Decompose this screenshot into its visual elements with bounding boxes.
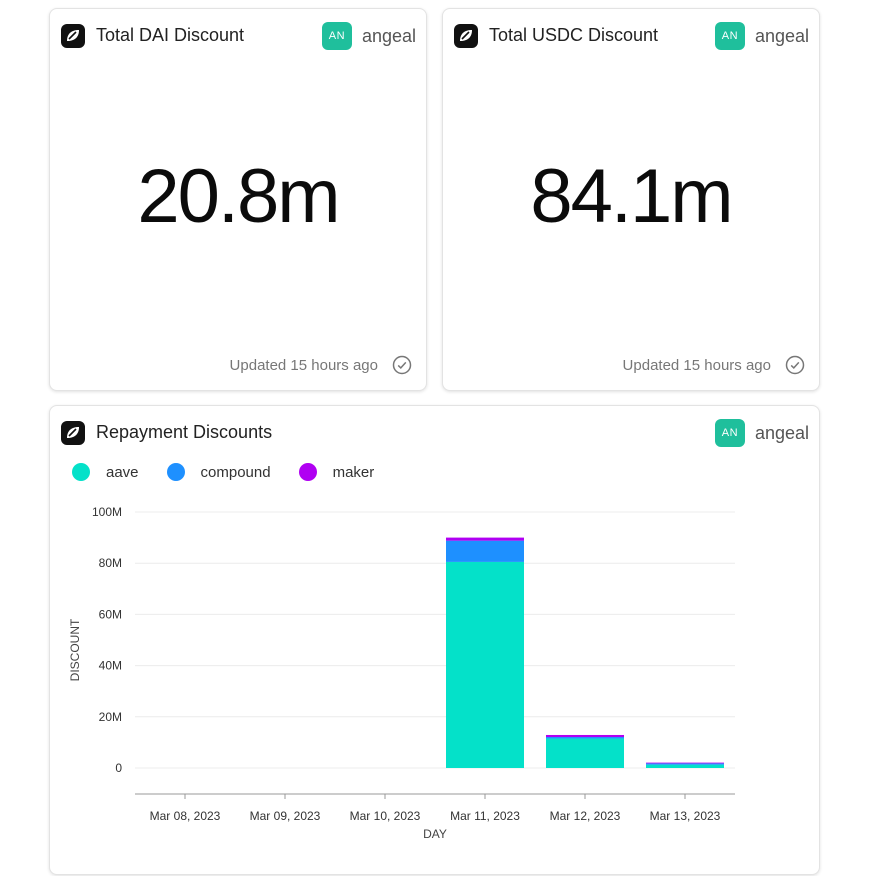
legend-label: aave <box>106 463 139 481</box>
bar-segment-compound[interactable] <box>646 763 724 765</box>
legend-item-maker[interactable]: maker <box>298 463 375 481</box>
bar-chart: 0 20M 40M 60M 80M 100M Mar 08, 2023 Mar 09, 202… <box>68 505 735 841</box>
legend-swatch <box>298 463 317 481</box>
check-circle-icon[interactable] <box>785 355 805 375</box>
x-tick-label: Mar 13, 2023 <box>650 809 721 823</box>
app-logo-icon <box>454 24 478 48</box>
bar-segment-compound[interactable] <box>446 540 524 562</box>
x-tick-label: Mar 08, 2023 <box>150 809 221 823</box>
kpi-card-usdc: Total USDC Discount AN angeal 84.1m Upda… <box>442 8 820 391</box>
bar-segment-aave[interactable] <box>646 764 724 768</box>
legend-label: compound <box>200 463 271 481</box>
x-tick-label: Mar 12, 2023 <box>550 809 621 823</box>
bar-segment-maker[interactable] <box>546 734 624 738</box>
avatar[interactable]: AN <box>321 22 352 50</box>
legend-swatch <box>72 463 90 481</box>
owner[interactable]: AN angeal <box>714 418 809 448</box>
updated-status: Updated 15 hours ago <box>230 354 412 376</box>
app-logo-icon <box>61 421 85 445</box>
owner[interactable]: AN angeal <box>321 21 416 51</box>
legend-item-compound[interactable]: compound <box>166 463 271 481</box>
legend-label: maker <box>332 463 375 481</box>
legend-item-aave[interactable]: aave <box>72 463 139 481</box>
card-title: Repayment Discounts <box>96 422 273 442</box>
y-tick-label: 20M <box>99 710 122 724</box>
owner-name[interactable]: angeal <box>361 25 416 46</box>
bar-segment-aave[interactable] <box>446 561 524 768</box>
kpi-value: 84.1m <box>530 154 733 239</box>
y-tick-label: 40M <box>99 659 122 673</box>
legend-swatch <box>166 463 185 481</box>
avatar[interactable]: AN <box>714 419 745 447</box>
x-axis-title: DAY <box>423 827 447 841</box>
updated-label: Updated 15 hours ago <box>622 356 771 374</box>
card-header: Repayment Discounts AN angeal <box>60 418 809 448</box>
y-axis-title: DISCOUNT <box>68 618 82 681</box>
bar-segment-maker[interactable] <box>446 537 524 541</box>
card-title: Total USDC Discount <box>489 25 659 45</box>
owner-name[interactable]: angeal <box>754 25 809 46</box>
updated-status: Updated 15 hours ago <box>623 354 805 376</box>
updated-label: Updated 15 hours ago <box>229 356 378 374</box>
chart-legend: aave compound maker <box>72 461 402 483</box>
card-title: Total DAI Discount <box>96 25 245 45</box>
owner[interactable]: AN angeal <box>714 21 809 51</box>
kpi-card-dai: Total DAI Discount AN angeal 20.8m Updat… <box>49 8 427 391</box>
check-circle-icon[interactable] <box>392 355 412 375</box>
bar-segment-compound[interactable] <box>546 737 624 739</box>
owner-name[interactable]: angeal <box>754 422 809 443</box>
chart-card-repayment-discounts: Repayment Discounts AN angeal aave compo… <box>49 405 820 875</box>
card-header: Total USDC Discount AN angeal <box>453 21 809 51</box>
y-tick-label: 80M <box>99 556 122 570</box>
x-tick-label: Mar 09, 2023 <box>250 809 321 823</box>
bar-segment-maker[interactable] <box>646 762 724 764</box>
y-tick-label: 60M <box>99 607 122 621</box>
y-tick-label: 100M <box>92 505 122 519</box>
bar-segment-aave[interactable] <box>546 738 624 768</box>
x-tick-label: Mar 11, 2023 <box>450 809 520 823</box>
avatar[interactable]: AN <box>714 22 745 50</box>
x-tick-label: Mar 10, 2023 <box>350 809 421 823</box>
app-logo-icon <box>61 24 85 48</box>
kpi-value: 20.8m <box>137 154 340 239</box>
card-header: Total DAI Discount AN angeal <box>60 21 416 51</box>
y-tick-label: 0 <box>115 761 122 775</box>
